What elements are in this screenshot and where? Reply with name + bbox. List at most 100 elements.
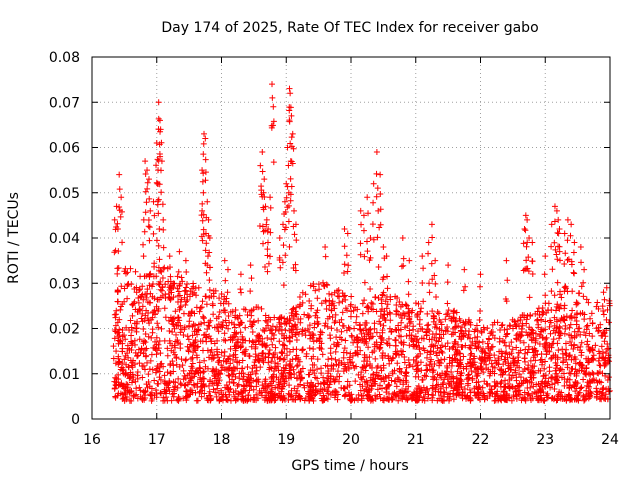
roti-point [218, 362, 225, 369]
roti-point [363, 238, 370, 245]
roti-point [142, 158, 149, 165]
roti-point [119, 239, 126, 246]
roti-point [439, 397, 446, 404]
roti-point [477, 307, 484, 314]
roti-point [331, 388, 338, 395]
roti-point [556, 335, 563, 342]
roti-point [287, 370, 294, 377]
roti-point [201, 357, 208, 364]
roti-point [417, 308, 424, 315]
roti-point [157, 350, 164, 357]
roti-point [269, 341, 276, 348]
roti-point [376, 333, 383, 340]
roti-point [538, 356, 545, 363]
roti-point [129, 312, 136, 319]
roti-point [155, 167, 162, 174]
roti-point [129, 339, 136, 346]
roti-point [176, 292, 183, 299]
roti-point [278, 348, 285, 355]
roti-point [575, 391, 582, 398]
roti-point [513, 344, 520, 351]
roti-point [581, 329, 588, 336]
roti-point [564, 237, 571, 244]
roti-point [381, 395, 388, 402]
roti-point [423, 329, 430, 336]
roti-point [405, 309, 412, 316]
roti-point [600, 311, 607, 318]
roti-point [578, 259, 585, 266]
roti-point [522, 227, 529, 234]
roti-point [577, 343, 584, 350]
roti-point [553, 397, 560, 404]
roti-point [221, 352, 228, 359]
roti-point [446, 354, 453, 361]
roti-point [545, 394, 552, 401]
roti-point [392, 326, 399, 333]
roti-point [274, 354, 281, 361]
roti-point [247, 262, 254, 269]
roti-point [455, 363, 462, 370]
roti-point [199, 178, 206, 185]
roti-point [263, 216, 270, 223]
roti-point [552, 307, 559, 314]
roti-point [235, 381, 242, 388]
roti-point [486, 357, 493, 364]
roti-point [262, 394, 269, 401]
roti-point [229, 371, 236, 378]
roti-point [518, 328, 525, 335]
roti-point [177, 303, 184, 310]
roti-point [394, 374, 401, 381]
roti-point [223, 381, 230, 388]
roti-point [415, 365, 422, 372]
roti-point [436, 395, 443, 402]
roti-point [306, 396, 313, 403]
roti-point [449, 355, 456, 362]
roti-point [361, 279, 368, 286]
roti-point [502, 350, 509, 357]
roti-point [599, 303, 606, 310]
roti-point [247, 288, 254, 295]
roti-point [524, 239, 531, 246]
roti-point [507, 360, 514, 367]
roti-point [440, 388, 447, 395]
roti-point [280, 282, 287, 289]
roti-point [414, 362, 421, 369]
roti-point [159, 275, 166, 282]
roti-point [506, 343, 513, 350]
roti-point [370, 370, 377, 377]
roti-point [297, 319, 304, 326]
roti-point [558, 294, 565, 301]
roti-point [263, 394, 270, 401]
roti-point [191, 373, 198, 380]
roti-point [522, 212, 529, 219]
roti-point [183, 268, 190, 275]
roti-point [406, 257, 413, 264]
roti-point [177, 380, 184, 387]
roti-point [112, 382, 119, 389]
roti-point [325, 356, 332, 363]
roti-point [319, 351, 326, 358]
roti-point [357, 240, 364, 247]
roti-point [120, 395, 127, 402]
roti-point [521, 355, 528, 362]
roti-point [310, 283, 317, 290]
roti-point [195, 343, 202, 350]
roti-point [366, 335, 373, 342]
roti-point [114, 220, 121, 227]
roti-point [589, 320, 596, 327]
roti-point [149, 329, 156, 336]
roti-point [478, 347, 485, 354]
roti-point [570, 269, 577, 276]
roti-point [444, 300, 451, 307]
roti-point [542, 318, 549, 325]
roti-point [127, 371, 134, 378]
roti-point [136, 360, 143, 367]
roti-point [146, 273, 153, 280]
roti-point [572, 388, 579, 395]
roti-point [160, 216, 167, 223]
roti-point [504, 392, 511, 399]
roti-point [283, 194, 290, 201]
roti-point [445, 307, 452, 314]
roti-point [572, 360, 579, 367]
roti-point [332, 317, 339, 324]
